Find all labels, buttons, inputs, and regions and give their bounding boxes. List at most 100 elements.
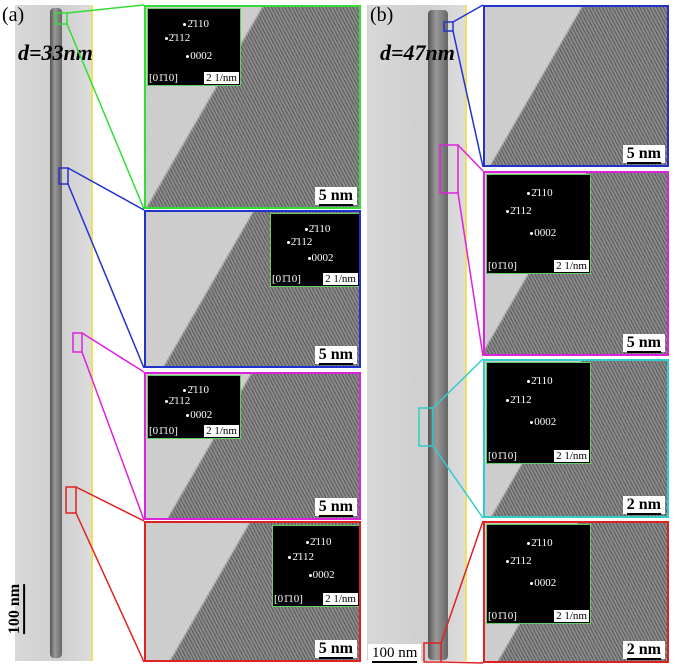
spot — [288, 556, 291, 559]
figure: (a)d=33nm100 nm5 nm2̄1102̄1120002[01̄10]… — [0, 0, 686, 666]
scale-bar: 5 nm — [315, 640, 357, 658]
spot — [183, 23, 186, 26]
diameter-label: d=33nm — [18, 40, 93, 66]
diameter-label: d=47nm — [380, 40, 455, 66]
panel-label: (b) — [370, 4, 393, 27]
saed-scale: 2 1/nm — [204, 425, 239, 437]
scale-bar-label: 5 nm — [319, 187, 353, 206]
spot-index: 2̄110 — [187, 18, 209, 30]
spot-index: 0002 — [534, 227, 556, 239]
scale-bar-label: 2 nm — [627, 641, 661, 660]
spot-index: 2̄112 — [169, 32, 191, 44]
zone-axis: [01̄10] — [272, 273, 301, 285]
spot — [527, 380, 530, 383]
spot — [527, 192, 530, 195]
saed-scale: 2 1/nm — [204, 72, 239, 84]
scale-bar: 5 nm — [315, 346, 357, 364]
spot — [506, 210, 509, 213]
spot-index: 2̄110 — [309, 223, 331, 235]
scale-bar-label: 100 nm — [372, 645, 417, 663]
spot-index: 2̄110 — [531, 375, 553, 387]
spot-index: 2̄112 — [510, 394, 532, 406]
scale-bar-label: 2 nm — [627, 496, 661, 515]
zone-axis: [01̄10] — [488, 610, 517, 622]
spot-index: 2̄110 — [187, 384, 209, 396]
scale-bar-label: 100 nm — [6, 584, 25, 634]
spot — [530, 232, 533, 235]
spot — [506, 560, 509, 563]
hrtem-inset: 5 nm 2̄110 2̄112 0002 [01̄10] 2 1/nm — [144, 5, 361, 209]
scale-bar: 100 nm — [368, 644, 421, 662]
zone-axis: [01̄10] — [149, 72, 178, 84]
scale-bar-label: 5 nm — [319, 640, 353, 659]
spot — [308, 257, 311, 260]
scale-bar: 5 nm — [315, 187, 357, 205]
scale-bar: 2 nm — [623, 641, 665, 659]
spot — [530, 421, 533, 424]
scale-bar-label: 5 nm — [319, 498, 353, 517]
zone-axis: [01̄10] — [488, 450, 517, 462]
spot-index: 2̄110 — [310, 536, 332, 548]
spot — [530, 582, 533, 585]
spot-index: 0002 — [190, 50, 212, 62]
spot-index: 2̄110 — [531, 537, 553, 549]
spot — [506, 399, 509, 402]
spot — [165, 37, 168, 40]
spot — [309, 574, 312, 577]
scale-bar-label: 5 nm — [627, 334, 661, 353]
spot-index: 0002 — [534, 416, 556, 428]
saed-pattern: 2̄110 2̄112 0002 [01̄10] 2 1/nm — [147, 8, 241, 86]
spot-index: 2̄110 — [531, 187, 553, 199]
spot-index: 2̄112 — [510, 555, 532, 567]
scale-bar-label: 5 nm — [627, 145, 661, 164]
zone-axis: [01̄10] — [149, 425, 178, 437]
spot — [306, 541, 309, 544]
spot — [287, 241, 290, 244]
scale-bar: 5 nm — [623, 334, 665, 352]
zone-axis: [01̄10] — [488, 260, 517, 272]
scale-bar: 2 nm — [623, 496, 665, 514]
scale-bar-label: 5 nm — [319, 346, 353, 365]
spot — [305, 228, 308, 231]
nanowire — [428, 10, 448, 660]
hrtem-inset: 5 nm — [483, 5, 669, 167]
nanowire — [50, 8, 62, 658]
hrtem-inset: 5 nm 2̄110 2̄112 0002 [01̄10] 2 1/nm — [144, 521, 361, 662]
scale-bar: 5 nm — [315, 498, 357, 516]
saed-scale: 2 1/nm — [554, 450, 589, 462]
spot — [183, 389, 186, 392]
spot-index: 0002 — [190, 409, 212, 421]
panel-label: (a) — [2, 4, 24, 27]
spot-index: 0002 — [312, 252, 334, 264]
spot — [186, 55, 189, 58]
saed-scale: 2 1/nm — [323, 593, 358, 605]
spot-index: 2̄112 — [291, 236, 313, 248]
micrograph — [367, 5, 467, 661]
spot-index: 2̄112 — [510, 205, 532, 217]
spot — [527, 542, 530, 545]
scale-bar: 100 nm — [6, 580, 24, 638]
zone-axis: [01̄10] — [274, 593, 303, 605]
saed-pattern: 2̄110 2̄112 0002 [01̄10] 2 1/nm — [272, 525, 360, 607]
spot-index: 2̄112 — [292, 551, 314, 563]
saed-scale: 2 1/nm — [323, 273, 358, 285]
spot — [186, 414, 189, 417]
spot — [165, 400, 168, 403]
saed-scale: 2 1/nm — [554, 260, 589, 272]
spot-index: 0002 — [313, 569, 335, 581]
haze — [485, 7, 667, 165]
scale-bar: 5 nm — [623, 145, 665, 163]
saed-scale: 2 1/nm — [554, 610, 589, 622]
spot-index: 2̄112 — [169, 395, 191, 407]
spot-index: 0002 — [534, 577, 556, 589]
